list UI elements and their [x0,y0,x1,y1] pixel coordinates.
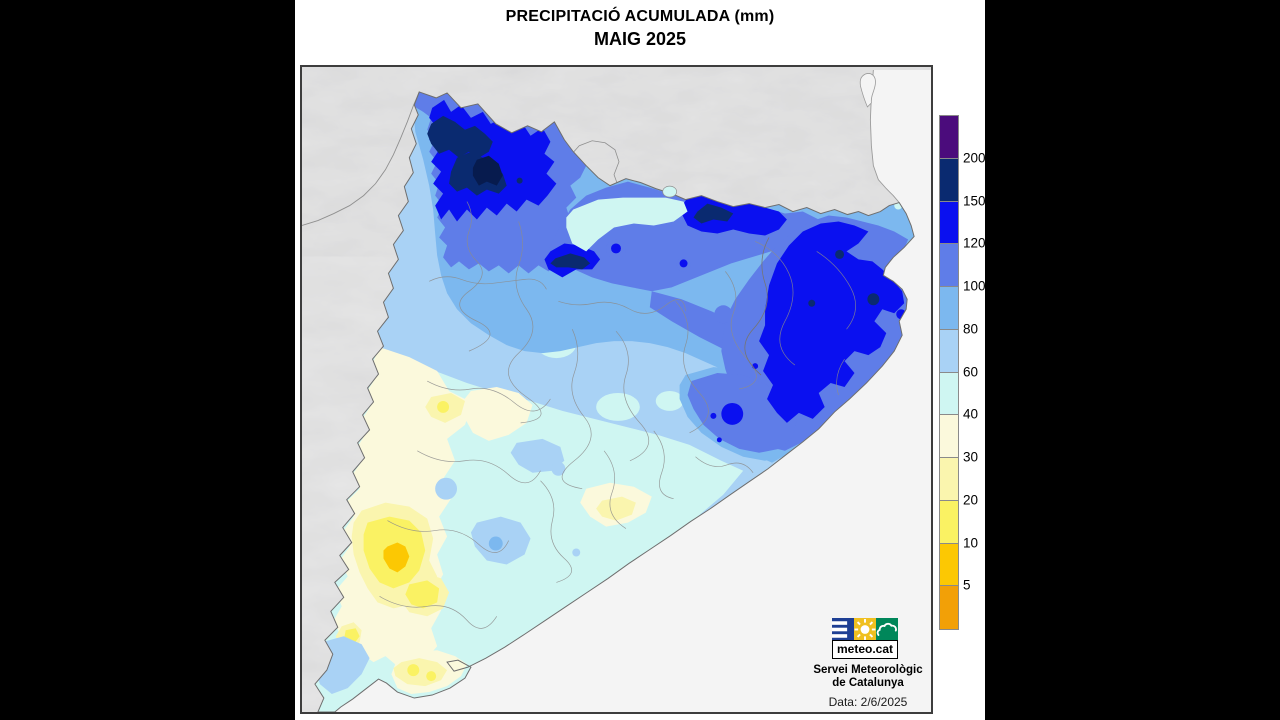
legend-tick-label: 40 [963,406,979,422]
legend-color-segment [940,458,958,501]
comarca-borders [379,201,856,629]
map-header: PRECIPITACIÓ ACUMULADA (mm) MAIG 2025 [295,8,985,50]
legend-tick-label: 150 [963,193,986,208]
content-panel: PRECIPITACIÓ ACUMULADA (mm) MAIG 2025 [295,0,986,720]
map-frame: meteo.cat Servei Meteorològic de Catalun… [300,65,933,714]
legend-color-segment [940,543,958,587]
page-title: PRECIPITACIÓ ACUMULADA (mm) [505,8,775,25]
date-label: Data: 2/6/2025 [828,695,908,709]
legend-tick-label: 5 [963,577,971,593]
org-name-line1: Servei Meteorològic [813,664,923,676]
legend-color-segment [940,201,958,245]
legend-tick-label: 100 [963,278,986,294]
legend-tick-label: 20 [963,492,979,508]
legend-color-segment [940,586,958,629]
legend-color-segment [940,500,958,544]
catalonia-precipitation-map [302,67,931,712]
legend-tick-label: 30 [963,449,979,465]
coastline [869,69,900,203]
org-name-line2: de Catalunya [832,677,904,689]
map-sea [334,69,931,712]
sun-icon [854,618,876,640]
province-border [744,237,770,376]
lagoon-shape [859,73,876,108]
logo-icon-row [832,618,898,640]
legend-color-segment [940,415,958,458]
logo-bars-icon [832,618,854,640]
legend-tick-label: 120 [963,235,986,251]
meteocat-logo: meteo.cat [832,618,898,659]
legend-tick-label: 10 [963,535,979,550]
cloud-icon [876,618,898,640]
legend-color-segment [940,287,958,330]
logo-wordmark: meteo.cat [832,640,898,659]
catalonia-border [314,91,915,712]
legend-color-segment [940,116,958,159]
legend-color-segment [940,158,958,202]
org-name: Servei Meteorològic de Catalunya [795,664,941,690]
legend-tick-label: 80 [963,321,979,337]
page-subtitle: MAIG 2025 [593,29,687,49]
legend-color-segment [940,329,958,373]
legend-colorbar [939,115,959,630]
legend-tick-label: 60 [963,364,979,379]
border-line-west [302,91,420,226]
legend-tick-label: 200 [963,150,986,166]
legend-color-segment [940,244,958,287]
llivia-enclave [662,185,677,198]
legend-color-segment [940,372,958,416]
